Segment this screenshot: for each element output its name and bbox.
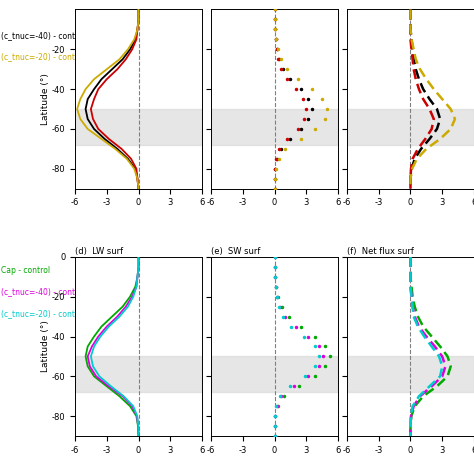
Text: Cap - control: Cap - control [1,266,50,275]
Text: (d)  LW surf: (d) LW surf [75,247,123,256]
Bar [75,356,202,392]
Bar [75,109,202,145]
Text: (c_tnuc=-20) - control: (c_tnuc=-20) - control [1,309,85,318]
Text: (c_tnuc=-40) - control: (c_tnuc=-40) - control [1,31,85,40]
Text: (f)  Net flux surf: (f) Net flux surf [347,247,414,256]
Text: (c_tnuc=-40) - control: (c_tnuc=-40) - control [1,287,85,296]
Text: (e)  SW surf: (e) SW surf [211,247,260,256]
Y-axis label: Latitude (°): Latitude (°) [41,73,50,125]
Y-axis label: Latitude (°): Latitude (°) [41,320,50,373]
Bar [347,109,474,145]
Bar [211,356,338,392]
Text: (c_tnuc=-20) - control: (c_tnuc=-20) - control [1,53,85,62]
Bar [211,109,338,145]
Bar [347,356,474,392]
